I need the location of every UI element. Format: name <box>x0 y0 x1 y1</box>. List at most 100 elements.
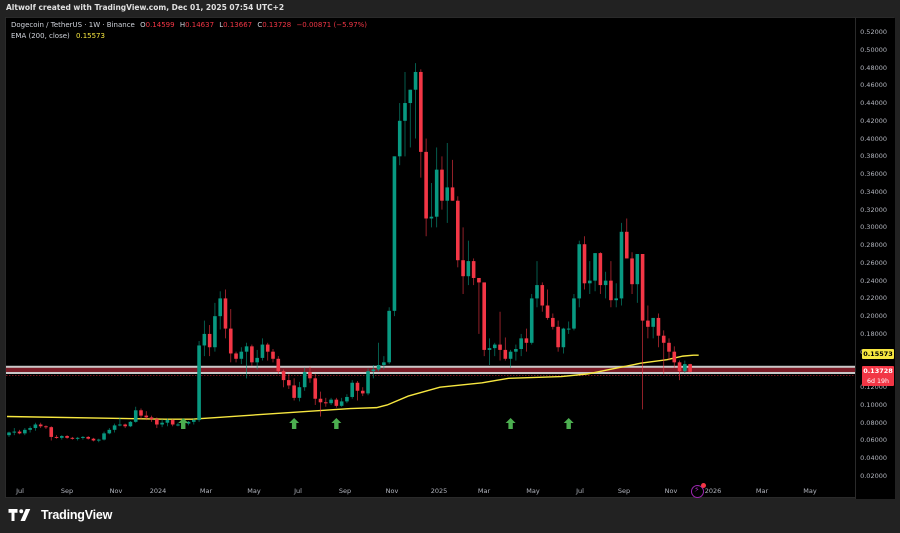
candle-body <box>308 372 312 379</box>
candle-body <box>292 385 296 398</box>
price-tick: 0.10000 <box>860 400 887 409</box>
candle-body <box>577 244 582 299</box>
candle-body <box>619 231 624 299</box>
price-tick: 0.02000 <box>860 472 887 480</box>
support-arrow-icon <box>178 418 189 429</box>
price-tick: 0.50000 <box>860 45 887 54</box>
candle-body <box>382 362 386 365</box>
price-tick: 0.24000 <box>860 276 887 285</box>
candle-body <box>355 382 360 391</box>
candle-body <box>23 429 27 434</box>
candle-body <box>329 399 333 404</box>
candle-body <box>519 338 523 350</box>
tradingview-wordmark: TradingView <box>41 508 113 522</box>
candle-body <box>86 436 90 439</box>
candle-body <box>118 424 122 426</box>
candle-body <box>75 437 80 439</box>
time-tick: Jul <box>576 487 584 495</box>
candle-body <box>624 231 629 259</box>
candle-body <box>461 260 465 277</box>
ema-indicator-value: 0.15573 <box>76 32 105 40</box>
price-tick: 0.36000 <box>860 170 887 179</box>
candle-body <box>609 280 613 301</box>
candle-body <box>12 431 17 433</box>
close-label: C <box>257 21 263 29</box>
created-by-title: Altwolf created with TradingView.com, De… <box>6 3 285 12</box>
alert-bolt-icon[interactable]: ⚡ <box>691 483 706 498</box>
candle-body <box>551 317 555 327</box>
candle-body <box>540 285 545 306</box>
candle-body <box>176 424 180 426</box>
candle-body <box>281 371 286 381</box>
time-tick: 2026 <box>704 487 722 495</box>
candle-body <box>360 390 365 394</box>
time-tick: Mar <box>199 487 213 495</box>
candle-body <box>371 369 376 372</box>
candle-body <box>155 419 159 425</box>
candle-body <box>149 417 154 420</box>
candle-body <box>44 426 48 428</box>
candle-body <box>260 344 265 358</box>
symbol-legend: Dogecoin / TetherUS · 1W · Binance O0.14… <box>11 20 367 42</box>
bar-countdown: 6d 19h <box>866 377 889 385</box>
price-tick: 0.26000 <box>860 258 887 267</box>
support-arrow-icon <box>331 418 342 429</box>
support-arrow-icon <box>289 418 300 429</box>
ema-indicator-label[interactable]: EMA (200, close) <box>11 32 70 40</box>
candle-body <box>566 328 571 330</box>
candle-body <box>96 439 101 441</box>
candle-body <box>419 71 423 152</box>
candle-body <box>588 280 592 284</box>
candle-body <box>33 424 38 429</box>
candle-body <box>630 258 634 285</box>
time-axis[interactable]: Jul Sep Nov 2024 Mar May Jul Sep Nov 2025 Mar May Ju… <box>6 483 855 499</box>
ema-price-badge: 0.15573 <box>862 349 894 359</box>
candle-body <box>297 387 302 398</box>
low-label: L <box>219 21 224 29</box>
change-value: −0.00871 (−5.97%) <box>296 21 368 29</box>
candle-body <box>17 431 22 434</box>
candle-body <box>503 349 508 359</box>
candle-body <box>244 346 249 352</box>
price-scale[interactable]: 0.02000 0.04000 0.06000 0.08000 0.10000 0.120… <box>855 18 895 499</box>
tradingview-logo: TradingView <box>8 508 112 522</box>
time-tick: Sep <box>617 487 631 495</box>
candle-body <box>498 344 502 350</box>
price-tick: 0.38000 <box>860 152 887 161</box>
ohlc-row: Dogecoin / TetherUS · 1W · Binance O0.14… <box>11 20 367 31</box>
candle-body <box>60 436 64 438</box>
price-tick: 0.52000 <box>860 28 887 36</box>
candle-body <box>366 371 370 394</box>
time-tick: Nov <box>664 487 678 495</box>
candle-body <box>392 156 397 311</box>
candle-body <box>345 396 349 402</box>
candle-body <box>651 317 655 327</box>
watermark-header: Altwolf created with TradingView.com, De… <box>0 0 900 17</box>
candle-body <box>271 351 275 359</box>
price-tick: 0.12000 <box>860 383 887 392</box>
candle-body <box>186 421 191 424</box>
high-label: H <box>179 21 186 29</box>
candle-body <box>302 372 307 388</box>
time-tick: Nov <box>109 487 123 495</box>
candle-body <box>424 151 428 219</box>
candle-body <box>276 358 281 372</box>
candle-body <box>445 187 450 201</box>
candle-body <box>556 326 560 348</box>
chart-pane[interactable]: Dogecoin / TetherUS · 1W · Binance O0.14… <box>5 17 895 499</box>
price-tick: 0.34000 <box>860 187 887 196</box>
candle-body <box>672 351 677 363</box>
price-tick: 0.28000 <box>860 241 887 250</box>
candle-body <box>139 410 143 416</box>
candle-body <box>661 335 666 343</box>
candle-body <box>265 344 270 352</box>
candle-body <box>376 365 381 370</box>
last-price-badge: 0.13728 6d 19h <box>862 366 894 386</box>
candle-body <box>218 298 222 317</box>
candlestick-plot[interactable] <box>6 18 855 483</box>
candle-body <box>529 298 534 343</box>
symbol-name[interactable]: Dogecoin / TetherUS · 1W · Binance <box>11 21 135 29</box>
time-tick: May <box>526 487 540 495</box>
time-tick: Sep <box>338 487 352 495</box>
candle-body <box>28 428 32 430</box>
